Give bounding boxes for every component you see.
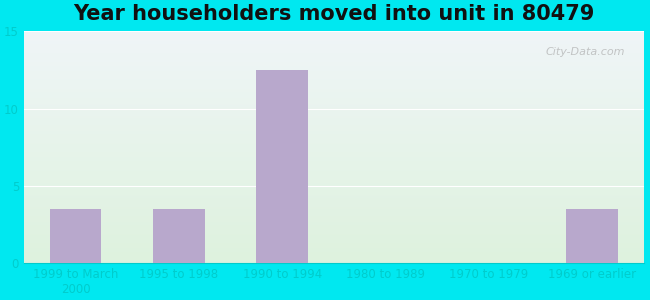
Text: City-Data.com: City-Data.com [545,47,625,58]
Bar [566,209,618,263]
Bar [153,209,205,263]
Bar [256,70,308,263]
Title: Year householders moved into unit in 80479: Year householders moved into unit in 804… [73,4,595,24]
Bar [50,209,101,263]
